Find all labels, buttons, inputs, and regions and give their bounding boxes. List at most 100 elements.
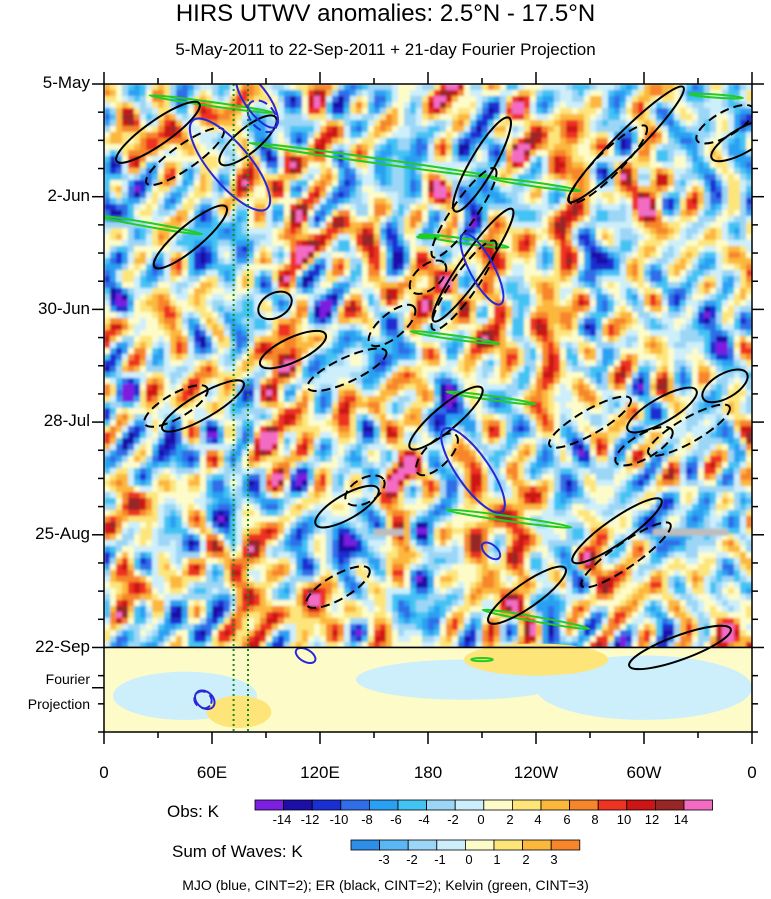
obs-cell	[110, 126, 117, 133]
obs-cell	[386, 276, 393, 283]
obs-cell	[470, 354, 477, 361]
obs-cell	[146, 288, 153, 295]
obs-cell	[356, 150, 363, 157]
obs-cell	[458, 300, 465, 307]
obs-cell	[470, 126, 477, 133]
obs-cell	[470, 198, 477, 205]
obs-cell	[386, 288, 393, 295]
obs-cell	[500, 102, 507, 109]
obs-cell	[116, 96, 123, 103]
obs-cell	[518, 132, 525, 139]
obs-cell	[506, 162, 513, 169]
obs-cell	[740, 312, 747, 319]
obs-cell	[224, 258, 231, 265]
obs-cell	[326, 180, 333, 187]
obs-cell	[524, 324, 531, 331]
obs-cell	[620, 180, 627, 187]
obs-cell	[728, 144, 735, 151]
obs-cell	[638, 276, 645, 283]
obs-cell	[548, 234, 555, 241]
obs-cell	[122, 258, 129, 265]
obs-cell	[404, 240, 411, 247]
obs-cell	[536, 198, 543, 205]
obs-cell	[380, 90, 387, 97]
obs-cell	[494, 96, 501, 103]
obs-cell	[650, 252, 657, 259]
obs-cell	[350, 294, 357, 301]
obs-cell	[182, 330, 189, 337]
obs-cell	[122, 186, 129, 193]
obs-cell	[734, 282, 741, 289]
obs-cell	[236, 108, 243, 115]
obs-cell	[668, 174, 675, 181]
obs-cell	[410, 294, 417, 301]
obs-cell	[338, 330, 345, 337]
obs-cell	[368, 282, 375, 289]
obs-cell	[404, 282, 411, 289]
obs-cell	[224, 264, 231, 271]
obs-cell	[524, 228, 531, 235]
obs-cell	[134, 348, 141, 355]
obs-cell	[392, 174, 399, 181]
obs-cell	[656, 330, 663, 337]
obs-cell	[392, 96, 399, 103]
obs-cell	[320, 108, 327, 115]
obs-cell	[110, 324, 117, 331]
obs-cell	[410, 276, 417, 283]
obs-cell	[440, 138, 447, 145]
obs-cell	[134, 354, 141, 361]
obs-cell	[668, 336, 675, 343]
obs-cell	[602, 330, 609, 337]
obs-cell	[194, 240, 201, 247]
obs-cell	[296, 282, 303, 289]
obs-cell	[152, 354, 159, 361]
obs-cell	[344, 174, 351, 181]
obs-cell	[188, 204, 195, 211]
obs-cell	[338, 258, 345, 265]
obs-cell	[404, 156, 411, 163]
obs-cell	[254, 282, 261, 289]
obs-cell	[698, 114, 705, 121]
obs-cell	[260, 336, 267, 343]
obs-cell	[632, 354, 639, 361]
obs-cell	[392, 222, 399, 229]
obs-cell	[140, 282, 147, 289]
obs-cell	[338, 204, 345, 211]
obs-cell	[326, 228, 333, 235]
obs-cell	[626, 216, 633, 223]
obs-cell	[284, 132, 291, 139]
obs-cell	[158, 162, 165, 169]
obs-cell	[404, 102, 411, 109]
obs-cell	[596, 132, 603, 139]
obs-cell	[212, 330, 219, 337]
obs-cell	[518, 174, 525, 181]
obs-cell	[416, 318, 423, 325]
obs-cell	[518, 270, 525, 277]
obs-cell	[182, 342, 189, 349]
obs-cell	[266, 216, 273, 223]
obs-cell	[314, 354, 321, 361]
obs-cell	[542, 144, 549, 151]
obs-cell	[104, 102, 111, 109]
obs-cell	[680, 246, 687, 253]
obs-cell	[680, 306, 687, 313]
obs-cell	[452, 300, 459, 307]
obs-cell	[194, 222, 201, 229]
obs-cell	[524, 216, 531, 223]
obs-cell	[248, 234, 255, 241]
obs-cell	[680, 282, 687, 289]
obs-cell	[374, 300, 381, 307]
obs-cell	[146, 336, 153, 343]
obs-cell	[218, 204, 225, 211]
obs-cell	[236, 204, 243, 211]
obs-cell	[260, 324, 267, 331]
obs-cell	[278, 294, 285, 301]
obs-cell	[698, 240, 705, 247]
obs-cell	[560, 222, 567, 229]
obs-cell	[686, 354, 693, 361]
obs-cell	[134, 192, 141, 199]
obs-cell	[344, 114, 351, 121]
obs-cell	[584, 120, 591, 127]
obs-cell	[746, 354, 752, 361]
obs-cell	[554, 276, 561, 283]
